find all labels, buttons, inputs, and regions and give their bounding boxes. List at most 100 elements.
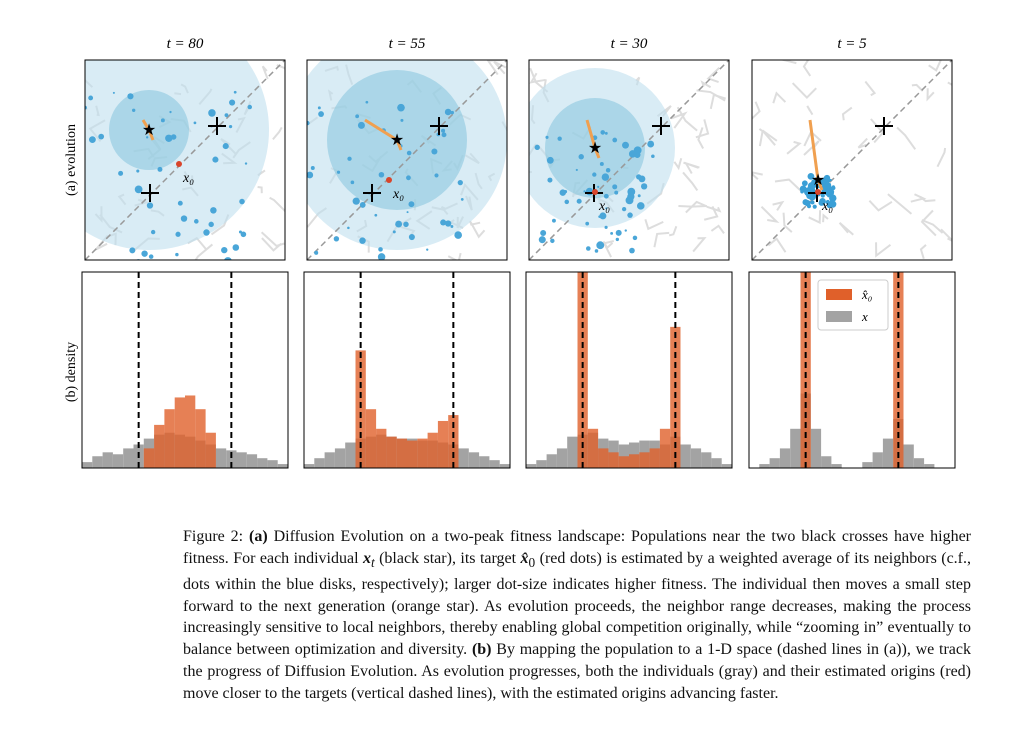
population-dot xyxy=(194,219,199,224)
trajectory xyxy=(868,200,893,212)
x0-label: x₀ xyxy=(182,171,194,186)
hist-bar xyxy=(479,456,490,468)
population-dot xyxy=(223,281,227,285)
hist-bar xyxy=(526,464,537,468)
panel-frame xyxy=(306,59,508,261)
population-dot xyxy=(408,234,415,241)
estimate-dot xyxy=(592,189,598,195)
hist-bar xyxy=(659,428,671,468)
population-dot xyxy=(551,218,556,223)
trajectory xyxy=(653,231,670,248)
population-dot xyxy=(601,173,610,181)
population-dot xyxy=(546,156,554,164)
population-dot xyxy=(406,150,412,156)
population-dot xyxy=(314,250,319,255)
population-dot xyxy=(89,136,96,144)
population-dot xyxy=(450,224,454,228)
hist-bar xyxy=(759,464,770,468)
population-dot xyxy=(576,198,582,204)
hist-bar xyxy=(468,452,480,468)
population-dot xyxy=(224,257,232,260)
hist-bar xyxy=(112,454,124,468)
population-dot xyxy=(68,272,75,279)
population-dot xyxy=(131,108,136,112)
population-dot xyxy=(431,148,438,155)
caption-math: x̂ xyxy=(520,549,529,567)
population-dot xyxy=(244,162,248,165)
population-dot xyxy=(347,226,350,230)
population-dot xyxy=(599,212,607,220)
trajectory xyxy=(822,213,829,223)
population-dot xyxy=(118,170,124,176)
population-dot xyxy=(313,273,320,280)
hist-bar xyxy=(489,460,500,468)
hist-bar xyxy=(587,428,599,468)
population-dot xyxy=(203,229,210,236)
population-dot xyxy=(612,137,618,143)
population-dot xyxy=(212,156,219,163)
hist-bar xyxy=(810,428,822,468)
population-dot xyxy=(534,144,540,151)
trajectory xyxy=(670,111,688,129)
step-path xyxy=(364,118,403,151)
population-dot xyxy=(175,252,179,257)
panel-title: t = 5 xyxy=(837,36,867,52)
panel-content: ★ x₀ xyxy=(307,60,507,280)
caption-text: Diffusion Evolution on a two-peak fitnes… xyxy=(183,528,972,567)
trajectory xyxy=(802,60,812,77)
population-dot xyxy=(193,121,197,125)
panel-title: t = 30 xyxy=(611,36,648,52)
trajectory xyxy=(685,200,706,214)
hist-bar xyxy=(680,444,691,468)
step-path xyxy=(141,119,155,141)
population-dot xyxy=(357,121,365,129)
population-dot xyxy=(347,156,352,161)
hist-bar xyxy=(577,272,588,468)
trajectory xyxy=(696,89,726,102)
estimate-dot xyxy=(176,161,182,167)
population-dot xyxy=(336,170,341,174)
hist-bar xyxy=(365,409,377,468)
population-dot xyxy=(810,200,815,205)
hist-bar xyxy=(924,464,935,468)
population-dot xyxy=(127,93,134,100)
caption-text: (red dots) is estimated by a weighted av… xyxy=(183,549,972,659)
trajectory xyxy=(870,118,885,144)
panel-frame xyxy=(81,271,289,469)
population-dot xyxy=(170,134,177,140)
population-dot xyxy=(538,236,546,244)
population-dot xyxy=(98,133,105,140)
population-dot xyxy=(615,229,622,236)
caption-math: t xyxy=(370,554,375,570)
population-dot xyxy=(550,238,555,244)
star: ★ xyxy=(588,140,602,157)
trajectory xyxy=(928,60,942,72)
panel-frame xyxy=(84,59,286,261)
evolution-panel: ★ x₀ xyxy=(751,59,953,261)
trajectory xyxy=(887,193,913,215)
population-dot xyxy=(825,177,831,183)
population-dot xyxy=(444,108,452,116)
hist-bar xyxy=(790,428,801,468)
trajectory xyxy=(857,137,868,149)
trajectory xyxy=(911,83,924,92)
trajectory xyxy=(257,186,263,194)
hist-bar xyxy=(701,452,712,468)
population-dot xyxy=(583,190,586,193)
population-dot xyxy=(136,169,140,173)
x0-label: x₀ xyxy=(821,199,833,214)
panel-frame xyxy=(525,271,733,469)
hist-bar xyxy=(195,409,206,468)
population-dot xyxy=(116,265,122,271)
population-dot xyxy=(403,221,409,228)
hist-bar xyxy=(769,458,780,468)
population-dot xyxy=(240,282,242,284)
hist-bar xyxy=(226,450,237,468)
hist-bar xyxy=(82,462,93,468)
population-dot xyxy=(177,200,183,206)
peak-cross xyxy=(652,117,670,135)
panel-content: ★ x₀ xyxy=(752,60,952,260)
population-dot xyxy=(605,167,611,173)
hist-bar xyxy=(236,452,247,468)
panel-frame xyxy=(748,271,956,469)
